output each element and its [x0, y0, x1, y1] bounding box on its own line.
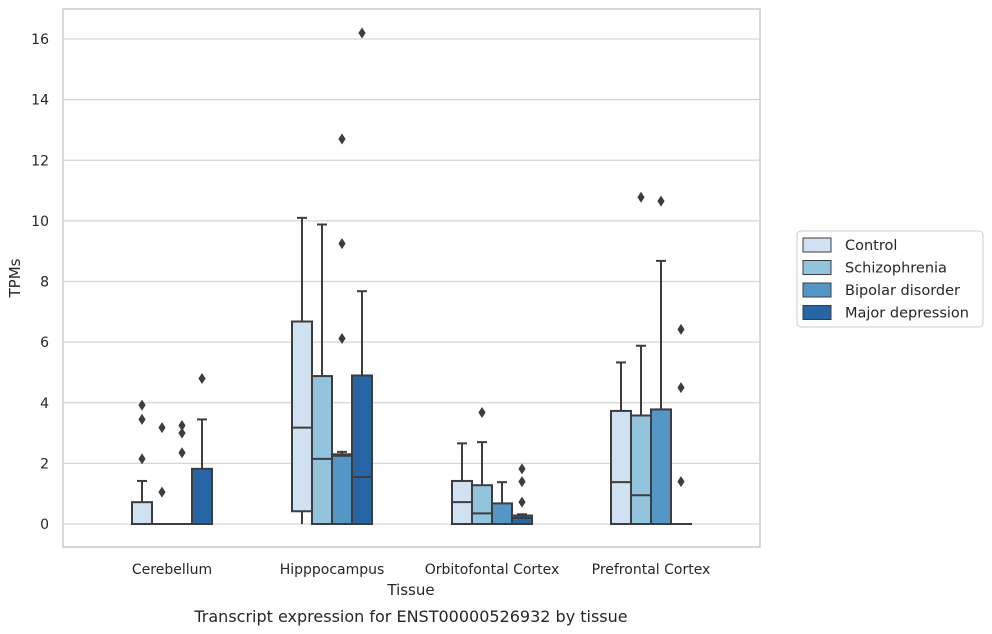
y-tick-labels: 0 2 4 6 8 10 12 14 16: [31, 32, 49, 533]
y-tick-label-2: 2: [40, 456, 49, 472]
box-0-2: [451, 442, 473, 525]
box-1-3: [630, 191, 652, 526]
box-2-3: [650, 195, 672, 526]
legend-swatch-3: [802, 305, 832, 320]
x-axis-label: Tissue: [386, 581, 434, 599]
box-0-1: [291, 216, 313, 524]
outlier-point: [178, 427, 186, 439]
legend: Control Schizophrenia Bipolar disorder Majo…: [796, 230, 984, 328]
box-body: [630, 414, 652, 526]
legend-swatch-2: [802, 282, 832, 298]
x-tick-label-1: Hipppocampus: [280, 562, 385, 578]
box-1-0: [151, 422, 173, 526]
box-body: [610, 409, 632, 526]
x-tick-label-0: Cerebellum: [132, 562, 212, 578]
outlier-point: [158, 486, 166, 498]
outlier-point: [677, 323, 685, 335]
y-tick-label-4: 4: [40, 396, 49, 412]
outlier-point: [138, 453, 146, 465]
box-2-1: [331, 133, 353, 525]
y-tick-label-14: 14: [31, 93, 49, 109]
box-0-3: [610, 361, 632, 526]
box-2-0: [171, 419, 193, 526]
gridlines: [63, 38, 760, 525]
legend-swatch-1: [802, 260, 832, 275]
x-tick-label-3: Prefrontal Cortex: [592, 562, 711, 578]
legend-label-2: Bipolar disorder: [845, 283, 960, 299]
y-tick-label-0: 0: [40, 517, 49, 533]
box-body: [311, 375, 333, 526]
box-body: [351, 374, 373, 525]
outlier-point: [518, 476, 526, 488]
y-tick-label-8: 8: [40, 275, 49, 291]
box-0-0: [131, 399, 153, 525]
box-body: [191, 467, 213, 525]
x-tick-label-2: Orbitofontal Cortex: [425, 562, 560, 578]
outlier-point: [198, 373, 206, 384]
box-body: [291, 320, 313, 513]
outlier-point: [338, 238, 346, 250]
outlier-point: [138, 399, 146, 411]
legend-label-0: Control: [845, 238, 897, 254]
box-1-1: [311, 223, 333, 526]
outlier-point: [637, 191, 645, 203]
outlier-point: [518, 496, 526, 508]
box-body: [131, 501, 153, 525]
legend-frame: [796, 230, 984, 328]
x-tick-labels: Cerebellum Hipppocampus Orbitofontal Corte…: [132, 562, 710, 578]
outlier-point: [478, 406, 486, 418]
box-2-2: [491, 481, 513, 526]
outlier-point: [338, 332, 346, 344]
box-body: [511, 514, 533, 526]
y-tick-label-12: 12: [31, 153, 49, 169]
y-tick-label-16: 16: [31, 32, 49, 48]
outlier-point: [358, 27, 366, 39]
outlier-point: [677, 476, 685, 488]
y-axis-label: TPMs: [6, 258, 24, 298]
plot-area-frame: [62, 8, 761, 548]
box-3-0: [191, 373, 213, 525]
chart-caption: Transcript expression for ENST0000052693…: [193, 607, 627, 626]
outlier-point: [338, 133, 346, 145]
y-tick-label-10: 10: [31, 214, 49, 230]
box-body: [331, 453, 353, 525]
box-body: [650, 408, 672, 526]
outlier-point: [158, 422, 166, 434]
legend-swatch-0: [802, 237, 832, 253]
box-body: [471, 484, 493, 526]
box-plot-boxes: [131, 27, 692, 526]
box-3-3: [670, 323, 692, 526]
box-3-1: [351, 27, 373, 525]
y-tick-label-6: 6: [40, 335, 49, 351]
box-body: [491, 502, 513, 526]
outlier-point: [178, 447, 186, 459]
legend-label-1: Schizophrenia: [845, 261, 947, 277]
legend-label-3: Major depression: [845, 306, 969, 322]
box-1-2: [471, 406, 493, 526]
outlier-point: [178, 419, 186, 431]
outlier-point: [518, 463, 526, 475]
outlier-point: [138, 413, 146, 425]
outlier-point: [677, 382, 685, 394]
outlier-point: [657, 195, 665, 207]
box-3-2: [511, 463, 533, 526]
